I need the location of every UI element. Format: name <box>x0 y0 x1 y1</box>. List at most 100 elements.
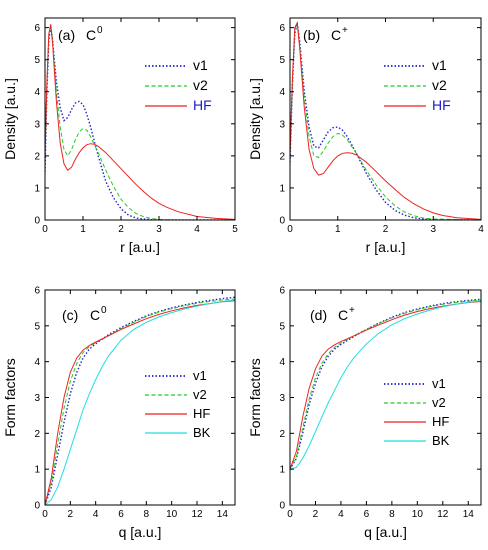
y-tick-label: 4 <box>279 357 285 368</box>
y-tick-label: 1 <box>279 465 285 476</box>
legend-label-v1: v1 <box>193 57 208 73</box>
y-tick-label: 3 <box>34 119 40 130</box>
y-tick-label: 4 <box>34 357 40 368</box>
series-line-v2 <box>45 298 235 505</box>
y-tick-label: 5 <box>279 321 285 332</box>
x-tick-label: 0 <box>42 224 48 235</box>
y-tick-label: 0 <box>34 501 40 512</box>
y-tick-label: 2 <box>279 151 285 162</box>
x-axis-label: q [a.u.] <box>364 524 407 540</box>
y-tick-label: 4 <box>279 87 285 98</box>
y-tick-label: 3 <box>34 393 40 404</box>
y-tick-label: 4 <box>34 87 40 98</box>
x-tick-label: 1 <box>335 224 341 235</box>
y-tick-label: 1 <box>34 183 40 194</box>
x-tick-label: 6 <box>364 509 370 520</box>
series-line-hf <box>45 300 235 505</box>
panel-label: (d) <box>310 307 327 323</box>
y-tick-label: 3 <box>279 119 285 130</box>
series-line-bk <box>290 300 481 470</box>
species-label: C <box>90 307 100 323</box>
y-tick-label: 0 <box>279 216 285 227</box>
legend-label-v1: v1 <box>193 368 207 383</box>
y-tick-label: 2 <box>34 429 40 440</box>
legend-label-hf: HF <box>432 414 449 429</box>
y-tick-label: 1 <box>279 183 285 194</box>
y-tick-label: 5 <box>34 55 40 66</box>
y-axis-label: Density [a.u.] <box>247 78 263 160</box>
y-tick-label: 6 <box>279 286 285 297</box>
x-tick-label: 4 <box>93 509 99 520</box>
x-tick-label: 8 <box>389 509 395 520</box>
x-tick-label: 1 <box>80 224 86 235</box>
panel-label: (b) <box>303 27 320 43</box>
legend-label-hf: HF <box>432 97 451 113</box>
y-tick-label: 6 <box>34 286 40 297</box>
series-line-hf <box>290 301 481 470</box>
y-tick-label: 2 <box>34 151 40 162</box>
x-tick-label: 4 <box>478 224 484 235</box>
legend-label-v2: v2 <box>432 77 447 93</box>
species-label: C <box>338 307 348 323</box>
x-tick-label: 0 <box>287 509 293 520</box>
y-axis-label: Density [a.u.] <box>2 78 18 160</box>
series-line-v1 <box>290 298 481 470</box>
plot-frame <box>44 17 236 221</box>
panel-label: (c) <box>62 307 78 323</box>
legend-label-hf: HF <box>193 406 210 421</box>
x-tick-label: 0 <box>42 509 48 520</box>
species-label: C <box>331 27 341 43</box>
x-tick-label: 3 <box>430 224 436 235</box>
y-tick-label: 1 <box>34 465 40 476</box>
legend-label-v1: v1 <box>432 57 447 73</box>
y-tick-label: 5 <box>34 321 40 332</box>
x-tick-label: 3 <box>156 224 162 235</box>
species-superscript: + <box>349 305 355 316</box>
x-axis-label: r [a.u.] <box>366 239 406 255</box>
series-line-hf <box>45 24 235 220</box>
x-tick-label: 14 <box>217 509 229 520</box>
series-line-v1 <box>45 25 235 220</box>
x-tick-label: 8 <box>144 509 150 520</box>
legend-label-bk: BK <box>432 433 450 448</box>
x-tick-label: 4 <box>338 509 344 520</box>
species-label: C <box>86 27 96 43</box>
x-tick-label: 5 <box>232 224 238 235</box>
y-tick-label: 0 <box>279 501 285 512</box>
legend-label-hf: HF <box>193 97 212 113</box>
x-tick-label: 2 <box>313 509 319 520</box>
y-tick-label: 3 <box>279 393 285 404</box>
x-tick-label: 2 <box>68 509 74 520</box>
legend-label-v2: v2 <box>193 387 207 402</box>
series-line-hf <box>290 21 481 220</box>
y-axis-label: Form factors <box>247 358 263 437</box>
species-superscript: 0 <box>101 305 107 316</box>
x-tick-label: 2 <box>383 224 389 235</box>
x-tick-label: 4 <box>194 224 200 235</box>
y-tick-label: 0 <box>34 216 40 227</box>
series-line-v2 <box>45 24 235 220</box>
series-line-bk <box>45 299 235 505</box>
x-axis-label: r [a.u.] <box>120 239 160 255</box>
x-tick-label: 14 <box>463 509 475 520</box>
species-superscript: + <box>342 25 348 36</box>
series-line-v1 <box>290 22 481 220</box>
legend-label-v2: v2 <box>432 395 446 410</box>
species-superscript: 0 <box>97 25 103 36</box>
x-tick-label: 10 <box>166 509 178 520</box>
legend-label-bk: BK <box>193 425 211 440</box>
x-tick-label: 6 <box>118 509 124 520</box>
series-line-v2 <box>290 22 481 220</box>
x-tick-label: 12 <box>437 509 449 520</box>
x-tick-label: 12 <box>191 509 203 520</box>
panel-label: (a) <box>58 27 75 43</box>
legend-label-v1: v1 <box>432 376 446 391</box>
x-tick-label: 0 <box>287 224 293 235</box>
y-axis-label: Form factors <box>2 358 18 437</box>
y-tick-label: 6 <box>34 23 40 34</box>
y-tick-label: 5 <box>279 55 285 66</box>
